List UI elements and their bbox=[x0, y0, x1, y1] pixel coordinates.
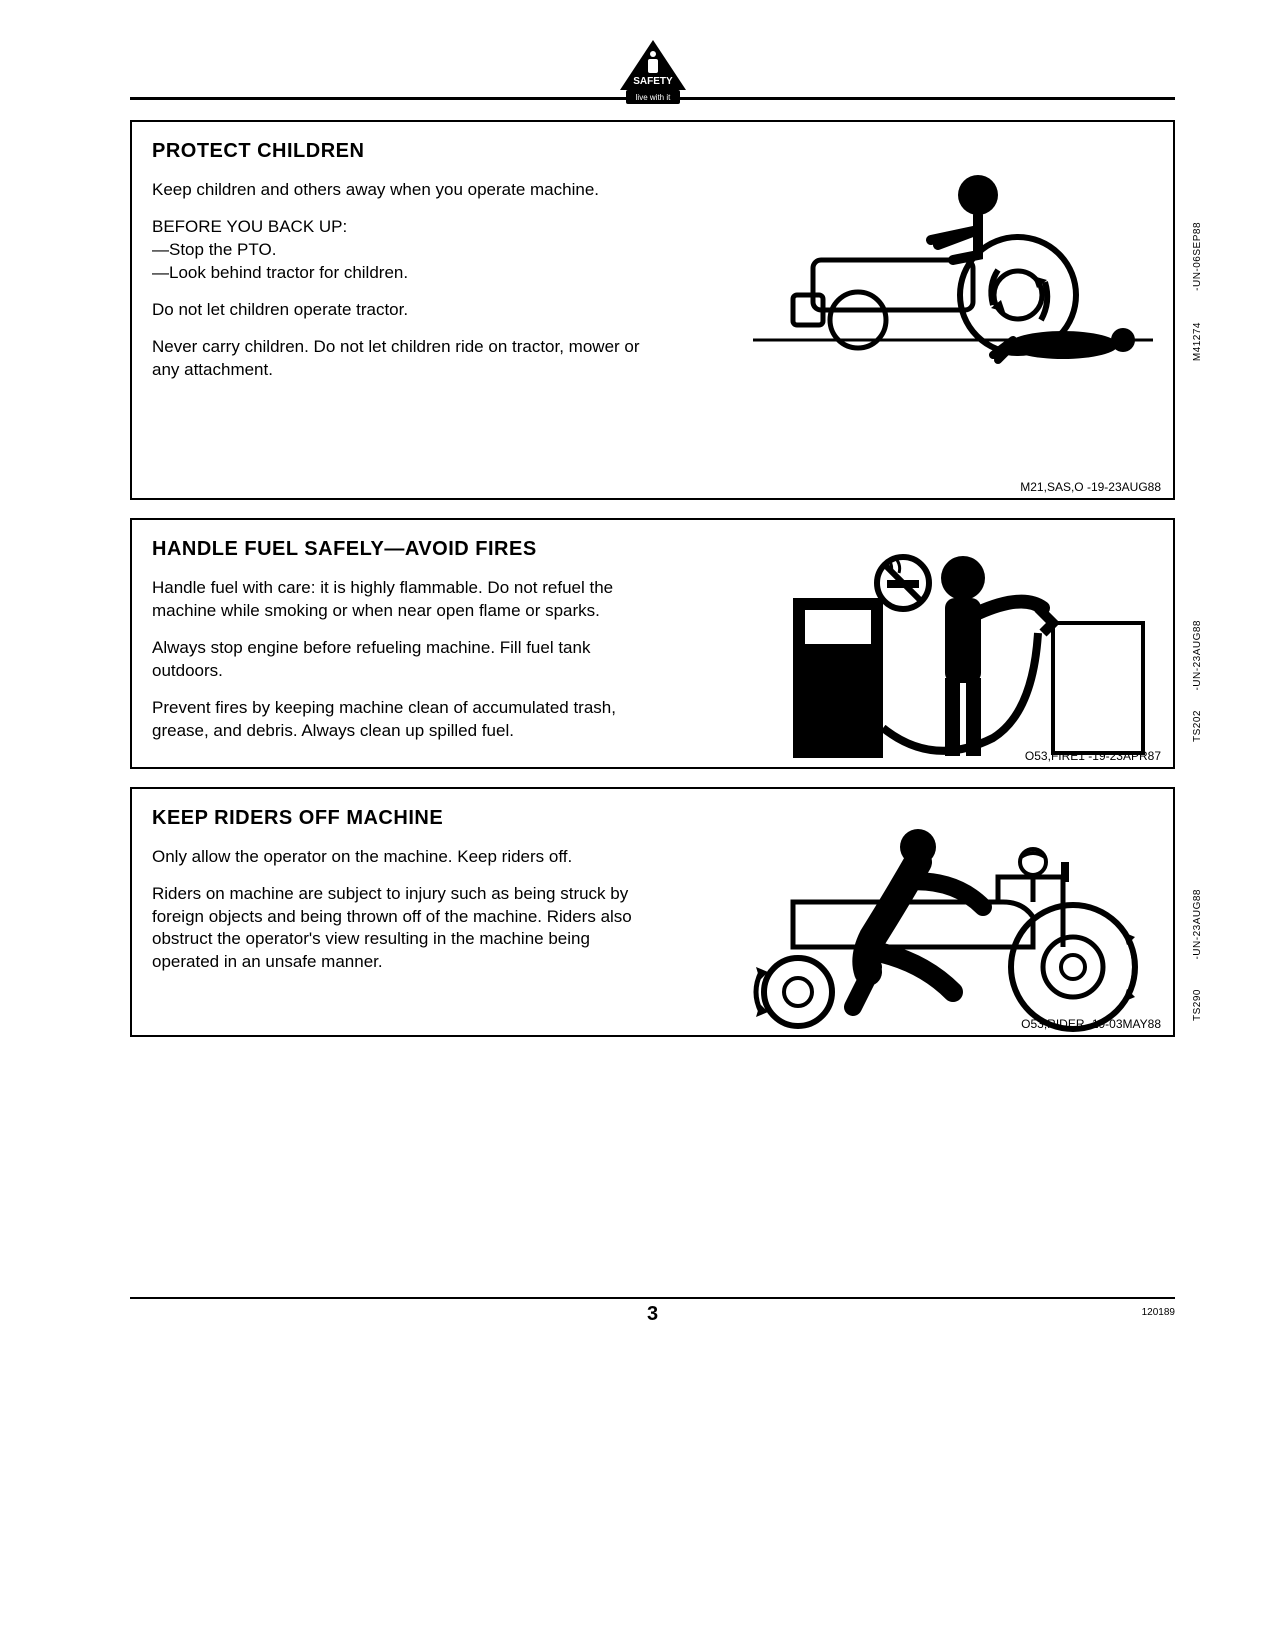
footer-code: O53,FIRE1 -19-23APR87 bbox=[1025, 749, 1161, 763]
page-footer: 3 120189 bbox=[130, 1297, 1175, 1337]
safety-section-riders: KEEP RIDERS OFF MACHINE Only allow the o… bbox=[130, 787, 1175, 1037]
illustration-tractor-child bbox=[663, 140, 1154, 488]
side-code: M41274 bbox=[1192, 322, 1203, 361]
section-text: KEEP RIDERS OFF MACHINE Only allow the o… bbox=[152, 807, 643, 1025]
section-paragraph: Riders on machine are subject to injury … bbox=[152, 883, 643, 975]
section-paragraph: Handle fuel with care: it is highly flam… bbox=[152, 577, 643, 623]
section-paragraph: BEFORE YOU BACK UP: —Stop the PTO. —Look… bbox=[152, 216, 643, 285]
section-paragraph: Never carry children. Do not let childre… bbox=[152, 336, 643, 382]
page-header: SAFETY live with it bbox=[130, 40, 1175, 100]
side-code: TS202 bbox=[1192, 710, 1203, 742]
section-title: PROTECT CHILDREN bbox=[152, 140, 643, 163]
illustration-fuel-pump bbox=[663, 538, 1154, 757]
illustration-rider-falling bbox=[663, 807, 1154, 1025]
page-number: 3 bbox=[647, 1303, 658, 1326]
section-text: PROTECT CHILDREN Keep children and other… bbox=[152, 140, 643, 488]
side-code: -UN-23AUG88 bbox=[1192, 889, 1203, 960]
page-corner-code: 120189 bbox=[1142, 1307, 1175, 1318]
section-title: KEEP RIDERS OFF MACHINE bbox=[152, 807, 643, 830]
section-title: HANDLE FUEL SAFELY—AVOID FIRES bbox=[152, 538, 643, 561]
svg-text:live with it: live with it bbox=[635, 93, 670, 102]
safety-badge-icon: SAFETY live with it bbox=[618, 40, 688, 110]
svg-text:SAFETY: SAFETY bbox=[633, 76, 673, 87]
section-paragraph: Keep children and others away when you o… bbox=[152, 179, 643, 202]
side-code: -UN-23AUG88 bbox=[1192, 620, 1203, 691]
section-paragraph: Prevent fires by keeping machine clean o… bbox=[152, 697, 643, 743]
footer-code: M21,SAS,O -19-23AUG88 bbox=[1020, 480, 1161, 494]
section-paragraph: Always stop engine before refueling mach… bbox=[152, 637, 643, 683]
section-text: HANDLE FUEL SAFELY—AVOID FIRES Handle fu… bbox=[152, 538, 643, 757]
side-code: TS290 bbox=[1192, 989, 1203, 1021]
side-code: -UN-06SEP88 bbox=[1192, 222, 1203, 291]
section-paragraph: Only allow the operator on the machine. … bbox=[152, 846, 643, 869]
safety-section-fuel: HANDLE FUEL SAFELY—AVOID FIRES Handle fu… bbox=[130, 518, 1175, 769]
safety-section-protect-children: PROTECT CHILDREN Keep children and other… bbox=[130, 120, 1175, 500]
footer-code: O53,RIDER -19-03MAY88 bbox=[1021, 1017, 1161, 1031]
section-paragraph: Do not let children operate tractor. bbox=[152, 299, 643, 322]
